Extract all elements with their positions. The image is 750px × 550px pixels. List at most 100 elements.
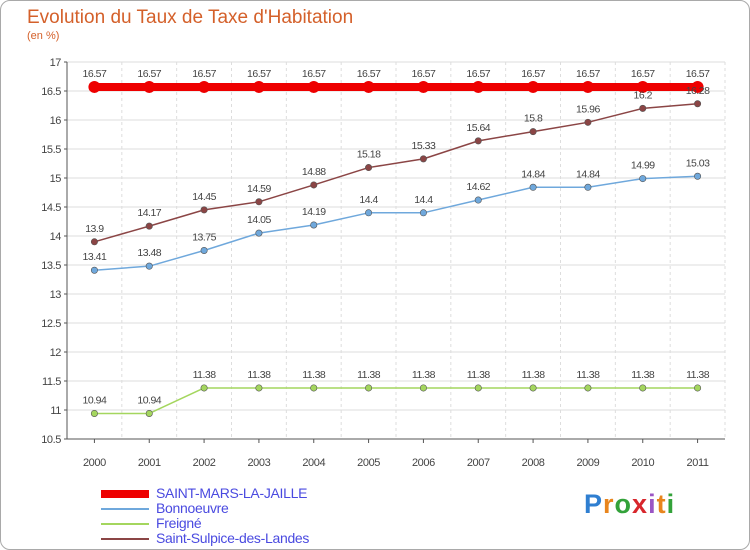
data-point (472, 80, 485, 93)
data-label: 16.57 (247, 68, 271, 80)
data-label: 14.88 (302, 166, 326, 178)
x-tick-label: 2002 (193, 457, 216, 469)
data-label: 15.96 (576, 103, 600, 115)
y-tick-label: 16 (50, 115, 62, 127)
data-point (474, 137, 482, 145)
data-label: 15.8 (524, 113, 543, 125)
data-label: 14.4 (359, 194, 378, 206)
proxiti-logo: Proxiti (584, 489, 675, 520)
data-point (419, 155, 427, 163)
data-label: 11.38 (631, 369, 655, 381)
data-point (90, 409, 98, 417)
data-point (145, 409, 153, 417)
data-point (639, 104, 647, 112)
data-label: 15.33 (412, 140, 436, 152)
y-tick-label: 12 (50, 347, 62, 359)
data-label: 16.57 (521, 68, 545, 80)
y-tick-label: 13.5 (41, 260, 61, 272)
data-point (527, 80, 540, 93)
logo-letter: r (603, 489, 615, 519)
data-label: 11.38 (522, 369, 546, 381)
legend-swatch (101, 523, 149, 525)
x-tick-label: 2003 (247, 457, 270, 469)
data-label: 11.38 (193, 369, 217, 381)
data-point (581, 80, 594, 93)
data-point (310, 181, 318, 189)
legend-item: Saint-Sulpice-des-Landes (101, 530, 401, 548)
data-point (419, 209, 427, 217)
legend-label: Bonnoeuvre (156, 500, 229, 516)
series-line (94, 387, 698, 415)
data-point (694, 172, 702, 180)
data-point (200, 206, 208, 214)
data-point (200, 384, 208, 392)
y-tick-label: 10.5 (41, 434, 61, 446)
data-point (310, 384, 318, 392)
data-point (694, 100, 702, 108)
series-line (94, 175, 698, 271)
data-point (584, 183, 592, 191)
data-point (584, 118, 592, 126)
data-point (529, 128, 537, 136)
x-tick-label: 2011 (687, 457, 709, 469)
data-label: 14.05 (247, 214, 271, 226)
data-point (362, 80, 375, 93)
data-point (145, 222, 153, 230)
x-tick-label: 2006 (412, 457, 435, 469)
data-point (474, 384, 482, 392)
x-tick-label: 2010 (631, 457, 654, 469)
chart-title: Evolution du Taux de Taxe d'Habitation (27, 7, 354, 28)
data-label: 16.57 (576, 68, 600, 80)
data-point (584, 384, 592, 392)
data-label: 11.38 (357, 369, 381, 381)
logo-letter: i (648, 489, 657, 519)
data-point (90, 238, 98, 246)
data-point (365, 164, 373, 172)
legend-label: SAINT-MARS-LA-JAILLE (156, 485, 308, 501)
y-tick-label: 15 (50, 173, 62, 185)
legend-swatch (101, 490, 149, 498)
data-label: 14.84 (576, 168, 600, 180)
data-label: 14.17 (137, 207, 161, 219)
legend-label: Freigné (156, 515, 202, 531)
data-label: 11.38 (302, 369, 326, 381)
x-tick-label: 2005 (357, 457, 380, 469)
y-tick-label: 11.5 (42, 376, 61, 388)
data-label: 11.38 (412, 369, 436, 381)
data-label: 11.38 (576, 369, 600, 381)
data-point (694, 384, 702, 392)
data-label: 13.48 (137, 247, 161, 259)
data-label: 13.9 (85, 223, 104, 235)
data-label: 16.28 (686, 85, 710, 97)
data-point (198, 80, 211, 93)
legend-item: Freigné (101, 515, 401, 533)
y-tick-label: 14 (50, 231, 62, 243)
y-tick-label: 14.5 (41, 202, 61, 214)
y-tick-label: 15.5 (41, 144, 61, 156)
data-label: 16.57 (631, 68, 655, 80)
data-label: 11.38 (467, 369, 491, 381)
y-tick-label: 13 (50, 289, 62, 301)
legend-swatch (101, 508, 149, 510)
data-label: 16.57 (302, 68, 326, 80)
legend-swatch (101, 538, 149, 540)
data-label: 11.38 (247, 369, 271, 381)
data-point (143, 80, 156, 93)
data-point (145, 262, 153, 270)
x-tick-label: 2008 (522, 457, 545, 469)
data-point (255, 384, 263, 392)
x-tick-label: 2007 (467, 457, 490, 469)
unit-label: (en %) (27, 30, 60, 42)
data-point (636, 80, 649, 93)
data-label: 14.62 (466, 181, 490, 193)
data-label: 13.41 (83, 251, 107, 263)
logo-letter: i (666, 489, 676, 519)
data-point (255, 229, 263, 237)
data-point (691, 80, 704, 93)
x-tick-label: 2001 (138, 457, 161, 469)
x-tick-label: 2009 (576, 457, 599, 469)
data-label: 16.57 (83, 68, 107, 80)
data-label: 14.45 (192, 191, 216, 203)
x-tick-label: 2000 (83, 457, 106, 469)
